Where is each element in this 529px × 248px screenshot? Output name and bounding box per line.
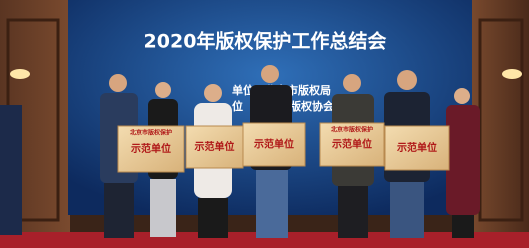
- plaque-label: 示范单位: [332, 138, 372, 151]
- person-legs: [150, 179, 176, 237]
- person-legs: [256, 170, 288, 238]
- plaque-label: 示范单位: [397, 141, 437, 154]
- person-legs: [338, 186, 368, 238]
- plaque-header: 北京市版权保护: [130, 129, 172, 137]
- person-head: [204, 84, 222, 102]
- organizer-line: 位: [232, 99, 243, 113]
- person-head: [454, 88, 470, 104]
- plaque-label: 示范单位: [195, 140, 235, 153]
- wall-lamp: [10, 69, 30, 79]
- plaque-label: 示范单位: [254, 138, 294, 151]
- person-legs: [104, 183, 134, 238]
- organizer-line: 版权协会: [290, 99, 335, 113]
- person-legs: [198, 198, 228, 238]
- person-head: [109, 74, 127, 92]
- photo: 2020年版权保护工作总结会 单位：北京市版权局 位 版权协会 北京市版权保护示…: [0, 0, 529, 248]
- banner-title: 2020年版权保护工作总结会: [144, 30, 387, 53]
- person-legs: [390, 182, 424, 238]
- person-head: [397, 70, 417, 90]
- person: [0, 105, 22, 235]
- person-body: [446, 105, 480, 215]
- person-head: [343, 74, 361, 92]
- person-legs: [452, 215, 474, 238]
- plaque-label: 示范单位: [131, 142, 171, 155]
- person-head: [261, 65, 279, 83]
- person-head: [155, 82, 171, 98]
- plaque-header: 北京市版权保护: [331, 126, 373, 134]
- wall-lamp: [502, 69, 522, 79]
